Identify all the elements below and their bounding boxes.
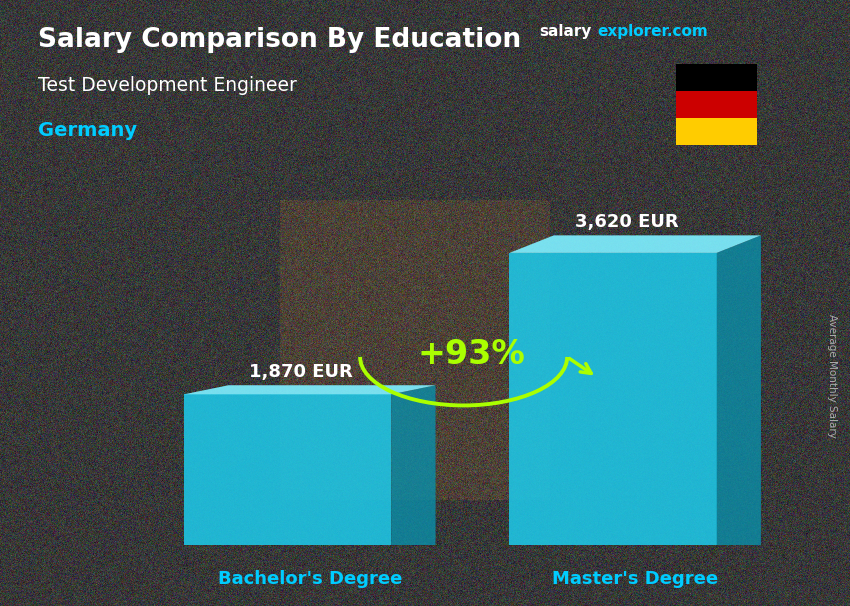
Bar bbox=[676, 91, 756, 118]
Polygon shape bbox=[509, 235, 761, 253]
Text: 1,870 EUR: 1,870 EUR bbox=[249, 363, 353, 381]
Polygon shape bbox=[184, 385, 435, 395]
Text: salary: salary bbox=[540, 24, 592, 39]
Polygon shape bbox=[509, 253, 717, 545]
Polygon shape bbox=[391, 385, 435, 545]
Polygon shape bbox=[717, 235, 761, 545]
Text: +93%: +93% bbox=[417, 338, 525, 371]
Text: Test Development Engineer: Test Development Engineer bbox=[38, 76, 298, 95]
Text: Germany: Germany bbox=[38, 121, 138, 140]
Text: Bachelor's Degree: Bachelor's Degree bbox=[218, 570, 402, 588]
Polygon shape bbox=[184, 395, 391, 545]
Text: 3,620 EUR: 3,620 EUR bbox=[575, 213, 678, 231]
Text: explorer.com: explorer.com bbox=[598, 24, 708, 39]
Bar bbox=[676, 118, 756, 145]
Bar bbox=[676, 64, 756, 91]
Text: Average Monthly Salary: Average Monthly Salary bbox=[827, 314, 837, 438]
Text: Master's Degree: Master's Degree bbox=[552, 570, 718, 588]
Text: Salary Comparison By Education: Salary Comparison By Education bbox=[38, 27, 521, 53]
